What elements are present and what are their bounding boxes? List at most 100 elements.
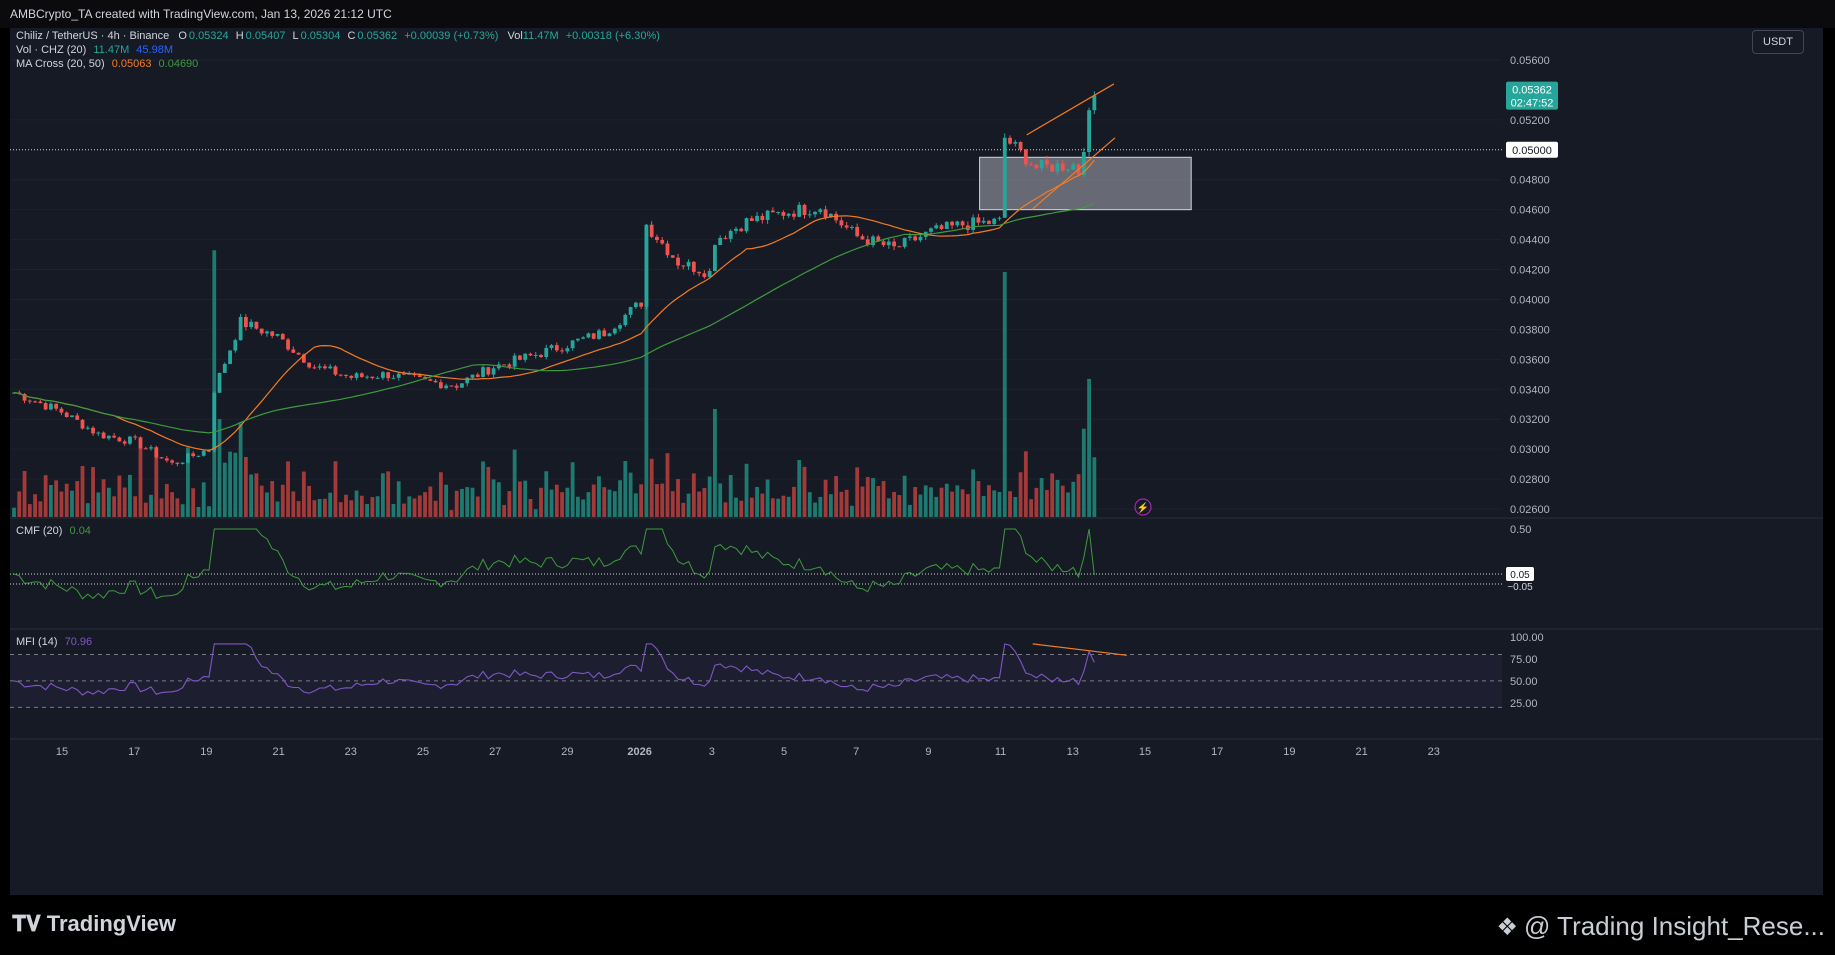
vol-indicator-label[interactable]: Vol · CHZ (20) xyxy=(16,44,87,56)
candle xyxy=(728,230,733,239)
chart-attribution: AMBCrypto_TA created with TradingView.co… xyxy=(0,0,1835,28)
volume-bar xyxy=(560,492,564,517)
candle xyxy=(855,226,860,237)
volume-bar xyxy=(676,479,680,517)
volume-bar xyxy=(760,493,765,517)
candle xyxy=(549,345,554,349)
time-tick-label: 23 xyxy=(1428,746,1440,758)
candle xyxy=(607,333,612,337)
candle xyxy=(27,400,32,402)
cmf-value: 0.04 xyxy=(69,525,91,537)
volume-bar xyxy=(886,498,891,517)
candle xyxy=(997,217,1002,219)
last-price-value: 0.05362 xyxy=(1512,85,1552,97)
volume-bar xyxy=(428,486,433,517)
candle xyxy=(844,225,849,228)
candle xyxy=(823,209,828,218)
candle xyxy=(43,403,48,410)
time-tick-label: 19 xyxy=(1283,746,1295,758)
candle xyxy=(850,226,854,228)
volume-bar xyxy=(1013,497,1018,517)
legend-ma-cross[interactable]: MA Cross (20, 50) 0.05063 0.04690 xyxy=(16,58,198,70)
candle xyxy=(170,460,174,463)
volume-bar xyxy=(1008,491,1012,517)
volume-bar xyxy=(507,491,512,517)
volume-bar xyxy=(475,496,480,517)
candle xyxy=(1081,152,1086,175)
volume-bar xyxy=(338,502,343,517)
candle xyxy=(575,338,580,341)
chart-area[interactable]: 0.05600 0.05200 0.04800 0.04600 0.04400 0.042… xyxy=(10,28,1823,895)
candle xyxy=(333,366,338,375)
currency-button[interactable]: USDT xyxy=(1752,30,1804,54)
candle xyxy=(918,236,923,241)
legend-cmf[interactable]: CMF (20) 0.04 xyxy=(16,525,91,537)
volume-bar xyxy=(96,492,101,517)
candle xyxy=(470,374,475,378)
volume-bar xyxy=(876,486,881,517)
candle xyxy=(518,355,522,360)
candle xyxy=(1039,160,1044,169)
chart-svg[interactable]: 0.056000.052000.048000.046000.044000.042… xyxy=(10,28,1823,895)
volume-bar xyxy=(265,492,269,517)
volume-bar xyxy=(686,493,691,517)
close-label: C xyxy=(347,30,356,42)
candle xyxy=(365,376,369,378)
candle xyxy=(713,245,717,271)
volume-bar xyxy=(122,487,127,517)
candle xyxy=(976,217,981,223)
volume-bar xyxy=(85,503,90,517)
candle xyxy=(718,237,723,246)
candle xyxy=(186,453,190,463)
candle xyxy=(48,403,53,410)
candle xyxy=(807,214,812,216)
vol-indicator-value: 11.47M xyxy=(93,44,130,56)
volume-bar xyxy=(649,458,654,517)
candle xyxy=(744,218,749,232)
volume-bar xyxy=(971,469,976,517)
candle xyxy=(871,236,875,246)
ma-cross-label[interactable]: MA Cross (20, 50) xyxy=(16,58,105,70)
candle xyxy=(307,362,312,368)
candle xyxy=(191,453,196,457)
volume-bar xyxy=(776,498,781,517)
candle xyxy=(175,462,180,464)
candle xyxy=(765,210,770,220)
candle xyxy=(560,350,564,352)
cmf-label[interactable]: CMF (20) xyxy=(16,525,63,537)
candle xyxy=(628,307,633,315)
volume-bar xyxy=(43,475,48,517)
volume-bar xyxy=(897,495,902,517)
candle xyxy=(670,255,675,258)
volume-bar xyxy=(549,489,554,517)
volume-bar xyxy=(533,509,538,517)
candle xyxy=(602,330,607,337)
volume-bar xyxy=(528,498,533,517)
time-tick-label: 3 xyxy=(709,746,715,758)
legend-mfi[interactable]: MFI (14) 70.96 xyxy=(16,636,92,648)
price-tick-label: 0.03600 xyxy=(1510,354,1550,366)
legend-volume[interactable]: Vol · CHZ (20) 11.47M 45.98M xyxy=(16,44,173,56)
pair-label[interactable]: Chiliz / TetherUS · 4h · Binance xyxy=(16,30,170,42)
volume-bar xyxy=(913,487,918,517)
candle xyxy=(755,215,759,222)
cmf-tick-label: 0.50 xyxy=(1510,524,1531,536)
volume-bar xyxy=(707,476,712,517)
volume-bar xyxy=(217,419,222,517)
volume-bar xyxy=(960,489,965,517)
candle xyxy=(876,236,881,242)
candle xyxy=(660,240,665,244)
candle xyxy=(644,224,649,307)
volume-bar xyxy=(249,474,254,517)
volume-bar xyxy=(381,473,385,517)
volume-bar xyxy=(80,465,85,517)
volume-bar xyxy=(423,492,427,517)
mfi-label[interactable]: MFI (14) xyxy=(16,636,58,648)
candle xyxy=(133,436,138,438)
time-tick-label: 23 xyxy=(345,746,357,758)
tradingview-logo[interactable]: 𝐓𝐕 TradingView xyxy=(12,911,176,937)
volume-bar xyxy=(665,453,670,517)
volume-bar xyxy=(365,503,369,517)
volume-bar xyxy=(417,495,422,517)
candle xyxy=(91,427,95,434)
